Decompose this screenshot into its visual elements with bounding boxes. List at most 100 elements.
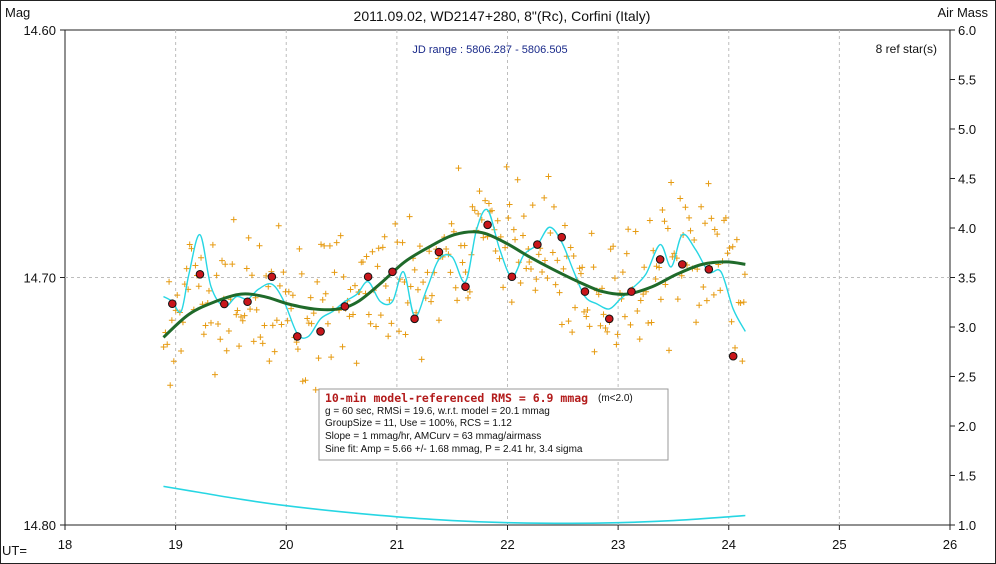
raw-point <box>588 230 595 237</box>
raw-point <box>326 242 333 249</box>
raw-point <box>186 241 193 248</box>
binned-point <box>533 240 542 249</box>
chart-title: 2011.09.02, WD2147+280, 8"(Rc), Corfini … <box>354 8 651 24</box>
raw-point <box>435 317 442 324</box>
raw-point <box>549 249 556 256</box>
raw-point <box>657 296 664 303</box>
raw-point <box>310 310 317 317</box>
stats-line-5: Sine fit: Amp = 5.66 +/- 1.68 mmag, P = … <box>325 444 583 455</box>
raw-point <box>192 262 199 269</box>
raw-point <box>299 378 306 385</box>
raw-point <box>337 232 344 239</box>
airmass-curve <box>163 485 746 525</box>
raw-point <box>245 234 252 241</box>
x-tick-label: 18 <box>58 537 72 552</box>
raw-point <box>691 237 698 244</box>
binned-point <box>580 287 590 296</box>
airmass-tick-label: 6.0 <box>958 23 976 38</box>
raw-point <box>234 307 241 314</box>
raw-point <box>677 195 684 202</box>
raw-point <box>200 331 207 338</box>
raw-point <box>621 313 628 320</box>
raw-point <box>374 263 381 270</box>
raw-point <box>426 248 433 255</box>
raw-point <box>741 271 748 278</box>
raw-point <box>471 207 478 214</box>
raw-point <box>700 284 707 291</box>
raw-point <box>241 312 248 319</box>
raw-point <box>733 236 740 243</box>
airmass-tick-label: 3.0 <box>958 320 976 335</box>
binned-point <box>168 299 177 309</box>
raw-point <box>333 239 340 246</box>
raw-point <box>514 176 521 183</box>
x-axis-ticks: 18 19 20 21 22 23 24 25 26 <box>58 525 957 552</box>
raw-point <box>492 248 499 255</box>
raw-point <box>703 297 710 304</box>
raw-point <box>459 259 466 266</box>
raw-point <box>476 188 483 195</box>
raw-point <box>367 320 374 327</box>
raw-point <box>388 320 395 327</box>
raw-point <box>702 220 709 227</box>
raw-point <box>656 264 663 271</box>
raw-point <box>652 275 659 282</box>
raw-point <box>219 257 226 264</box>
raw-point <box>222 261 229 268</box>
raw-point <box>520 213 527 220</box>
raw-point <box>554 257 561 264</box>
binned-point <box>728 351 738 361</box>
x-tick-label: 24 <box>722 537 736 552</box>
raw-point <box>416 243 423 250</box>
raw-point <box>328 354 335 361</box>
raw-point <box>464 294 471 301</box>
raw-point <box>278 321 285 328</box>
raw-point <box>610 243 617 250</box>
raw-point <box>527 265 534 272</box>
raw-point <box>502 244 509 251</box>
raw-point <box>239 317 246 324</box>
raw-point <box>411 266 418 273</box>
raw-point <box>261 322 268 329</box>
raw-point <box>590 264 597 271</box>
raw-point <box>595 291 602 298</box>
raw-point <box>569 329 576 336</box>
binned-point <box>655 255 665 264</box>
ref-stars: 8 ref star(s) <box>876 42 937 56</box>
x-tick-label: 20 <box>279 537 293 552</box>
raw-point <box>243 265 250 272</box>
raw-point <box>556 289 563 296</box>
raw-point <box>698 203 705 210</box>
raw-point <box>565 318 572 325</box>
stats-line-4: Slope = 1 mmag/hr, AMCurv = 63 mmag/airm… <box>325 431 541 442</box>
raw-point <box>674 296 681 303</box>
raw-point <box>166 278 173 285</box>
raw-point <box>452 284 459 291</box>
raw-point <box>572 304 579 311</box>
raw-point <box>678 272 685 279</box>
raw-point <box>271 348 278 355</box>
raw-point <box>207 319 214 326</box>
binned-point <box>340 302 350 311</box>
raw-point <box>462 269 469 276</box>
raw-point <box>485 200 492 207</box>
raw-point <box>318 241 325 248</box>
raw-point <box>420 279 427 286</box>
raw-point <box>687 227 694 234</box>
raw-point <box>340 273 347 280</box>
raw-point <box>381 233 388 240</box>
raw-point <box>732 344 739 351</box>
raw-point <box>198 254 205 261</box>
raw-point <box>363 253 370 260</box>
raw-point <box>315 355 322 362</box>
raw-point <box>285 288 292 295</box>
raw-point <box>577 270 584 277</box>
raw-point <box>619 269 626 276</box>
raw-point <box>581 308 588 315</box>
raw-point <box>298 270 305 277</box>
raw-point <box>296 245 303 252</box>
raw-point <box>443 246 450 253</box>
raw-point <box>641 264 648 271</box>
binned-point <box>243 297 252 307</box>
raw-point <box>167 382 174 389</box>
